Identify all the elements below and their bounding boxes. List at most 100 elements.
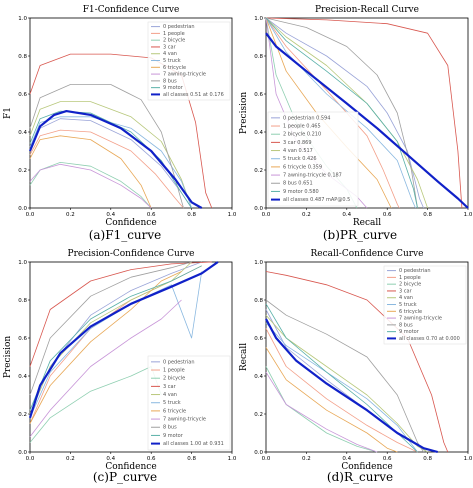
y-tick-label: 0.0 <box>254 450 263 456</box>
x-tick-label: 0.6 <box>147 456 156 462</box>
legend-label: 1 people <box>399 275 421 281</box>
series-line <box>265 32 469 209</box>
series-line <box>29 163 152 209</box>
legend-label: all classes 1.00 at 0.931 <box>163 441 224 447</box>
legend-label: 6 tricycle 0.359 <box>283 164 322 170</box>
x-tick-label: 0.2 <box>302 212 311 218</box>
p-curve-panel: Precision-Confidence Curve 0.0 0.2 0.4 0.6 0.… <box>0 244 237 474</box>
y-tick-label: 0.6 <box>18 92 27 98</box>
y-axis-label: F1 <box>3 107 13 119</box>
legend-box <box>147 355 231 451</box>
chart-title: Precision-Recall Curve <box>315 5 419 15</box>
chart-title: Recall-Confidence Curve <box>311 249 424 259</box>
caption-r-curve: (d)R_curve <box>326 470 394 484</box>
chart-title: F1-Confidence Curve <box>83 5 180 15</box>
series-line <box>265 366 378 453</box>
x-tick-label: 0.8 <box>187 212 196 218</box>
y-tick-label: 0.8 <box>254 298 263 304</box>
series-line <box>29 265 202 411</box>
x-tick-label: 0.2 <box>66 456 75 462</box>
y-axis-label: Precision <box>239 92 249 135</box>
series-line <box>265 17 418 209</box>
legend-label: 3 car 0.869 <box>283 140 312 146</box>
x-tick-label: 0.0 <box>26 456 35 462</box>
legend-label: 6 tricycle <box>163 408 186 414</box>
series-line <box>29 129 184 209</box>
caption-f1-curve: (a)F1_curve <box>88 228 162 242</box>
y-tick-label: 0.6 <box>18 336 27 342</box>
legend-label: 8 bus <box>163 78 177 84</box>
y-tick-label: 0.8 <box>18 298 27 304</box>
y-axis-label: Recall <box>239 343 249 371</box>
legend-label: 0 pedestrian <box>399 268 431 274</box>
series-line <box>265 17 416 209</box>
legend-label: 0 pedestrian <box>163 359 195 365</box>
legend-label: 7 awning-tricycle <box>163 72 206 78</box>
series-line <box>265 322 418 453</box>
f1-curve-panel: F1-Confidence Curve 0.0 0.2 0.4 0.6 0.8 1.0 0.0… <box>0 0 237 230</box>
x-tick-label: 0.8 <box>423 212 432 218</box>
r-curve-chart: Recall-Confidence Curve 0.0 0.2 0.4 0.6 0.8 1.… <box>239 249 473 472</box>
series-line <box>29 84 184 209</box>
series-line <box>29 261 192 396</box>
series-line <box>28 110 203 209</box>
legend-label: 0 pedestrian 0.594 <box>283 115 330 121</box>
pr-curve-chart: Precision-Recall Curve 0.0 0.2 0.4 0.6 0.8 1.0… <box>239 5 473 228</box>
x-tick-label: 1.0 <box>228 456 237 462</box>
legend-label: 4 van 0.517 <box>283 148 313 154</box>
series-line <box>28 261 219 419</box>
legend-label: 5 truck <box>163 58 181 64</box>
series-line <box>265 299 424 453</box>
x-tick-label: 0.6 <box>383 212 392 218</box>
y-tick-label: 0.6 <box>254 92 263 98</box>
x-axis-label: Confidence <box>105 462 156 472</box>
legend-label: 9 motor <box>163 85 184 91</box>
x-tick-label: 0.2 <box>66 212 75 218</box>
x-tick-label: 0.0 <box>26 212 35 218</box>
y-tick-label: 0.4 <box>18 374 27 380</box>
legend-box <box>383 265 467 345</box>
legend-label: all classes 0.51 at 0.176 <box>163 92 224 98</box>
f1-curve-chart: F1-Confidence Curve 0.0 0.2 0.4 0.6 0.8 1.0 0.0… <box>3 5 237 228</box>
x-tick-label: 0.8 <box>187 456 196 462</box>
legend-label: 2 bicycle <box>163 376 185 382</box>
legend-label: 1 people 0.465 <box>283 124 321 130</box>
y-tick-label: 0.6 <box>254 336 263 342</box>
legend-label: 4 van <box>399 295 413 301</box>
y-tick-label: 0.0 <box>18 206 27 212</box>
y-tick-label: 0.0 <box>254 206 263 212</box>
legend-label: 7 awning-tricycle <box>399 316 442 322</box>
x-tick-label: 1.0 <box>228 212 237 218</box>
legend-label: 1 people <box>163 368 185 374</box>
x-tick-label: 0.6 <box>147 212 156 218</box>
legend-label: 9 motor <box>163 433 184 439</box>
y-axis-label: Precision <box>3 336 13 379</box>
y-tick-label: 0.8 <box>254 54 263 60</box>
y-tick-label: 1.0 <box>18 260 27 266</box>
series-line <box>29 299 182 438</box>
y-tick-label: 0.4 <box>18 130 27 136</box>
caption-pr-curve: (b)PR_curve <box>322 228 398 242</box>
y-tick-label: 1.0 <box>254 260 263 266</box>
series-line <box>265 17 424 209</box>
x-tick-label: 1.0 <box>464 456 473 462</box>
y-tick-label: 0.8 <box>18 54 27 60</box>
series-line <box>265 17 463 209</box>
y-tick-label: 0.2 <box>254 168 263 174</box>
x-tick-label: 0.4 <box>106 212 115 218</box>
x-tick-label: 0.4 <box>342 456 351 462</box>
legend-label: 6 tricycle <box>399 309 422 315</box>
caption-p-curve: (c)P_curve <box>92 470 158 484</box>
legend-label: 7 awning-tricycle <box>163 417 206 423</box>
y-tick-label: 0.0 <box>18 450 27 456</box>
x-axis-label: Confidence <box>341 462 392 472</box>
x-tick-label: 1.0 <box>464 212 473 218</box>
legend-label: 5 truck <box>399 302 417 308</box>
series-line <box>29 135 152 209</box>
x-tick-label: 0.4 <box>342 212 351 218</box>
legend-box <box>147 21 231 101</box>
legend-label: 9 motor <box>399 329 420 335</box>
legend-label: 8 bus 0.651 <box>283 181 313 187</box>
